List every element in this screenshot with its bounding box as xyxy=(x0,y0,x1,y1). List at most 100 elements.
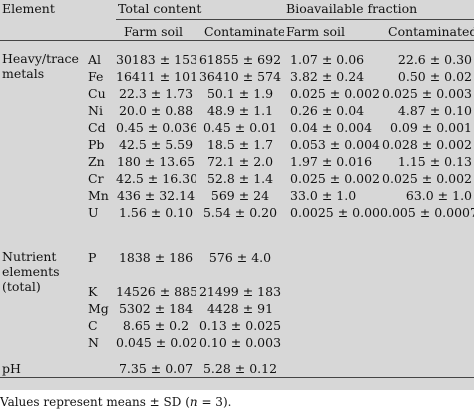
total-contaminated-header: Contaminated xyxy=(196,19,285,41)
total-farm-soil-value: 1.56 ± 0.10 xyxy=(118,204,194,220)
total-contaminated-value: 18.5 ± 1.7 xyxy=(206,136,274,152)
total-contaminated-value: 61855 ± 692 xyxy=(198,51,282,67)
group-label: Nutrient elements (total) xyxy=(2,248,60,294)
bio-contaminated-value: 0.025 ± 0.002 xyxy=(382,170,473,186)
table-row: N 0.045 ± 0.0210.10 ± 0.003 xyxy=(0,334,474,351)
element-symbol: Fe xyxy=(88,68,104,84)
table-row: pH 7.35 ± 0.07 5.28 ± 0.12 xyxy=(0,350,474,378)
total-contaminated-value: 576 ± 4.0 xyxy=(208,249,272,265)
group-label: Heavy/trace metals xyxy=(2,50,79,81)
total-farm-soil-value: 0.45 ± 0.036 xyxy=(116,119,196,135)
bio-contaminated-value: 0.09 ± 0.001 xyxy=(389,119,473,135)
bio-farm-soil-value: 0.26 ± 0.04 xyxy=(290,102,365,118)
element-symbol: Cu xyxy=(88,85,106,101)
total-farm-soil-value: 1838 ± 186 xyxy=(118,249,194,265)
table-row: Pb 42.5 ± 5.59 18.5 ± 1.7 0.053 ± 0.004 0.02… xyxy=(0,136,474,153)
element-symbol: Zn xyxy=(88,153,105,169)
bio-farm-soil-header: Farm soil xyxy=(284,19,381,41)
total-farm-soil-value: 8.65 ± 0.2 xyxy=(122,317,190,333)
bio-contaminated-value: 0.025 ± 0.003 xyxy=(382,85,473,101)
total-contaminated-value: 5.54 ± 0.20 xyxy=(202,204,278,220)
total-farm-soil-value: 16411 ± 1016 xyxy=(116,68,196,84)
bio-farm-soil-value: 0.025 ± 0.002 xyxy=(290,85,381,101)
bio-contaminated-value: 0.028 ± 0.002 xyxy=(382,136,473,152)
total-farm-soil-value: 42.5 ± 5.59 xyxy=(118,136,194,152)
footnote-prefix: Values represent means ± SD ( xyxy=(0,395,190,409)
table-row: Cu 22.3 ± 1.73 50.1 ± 1.9 0.025 ± 0.002 0.02… xyxy=(0,85,474,102)
total-farm-soil-value: 5302 ± 184 xyxy=(118,300,194,316)
table-row: K 14526 ± 885 21499 ± 183 xyxy=(0,266,474,300)
group-label: pH xyxy=(0,350,86,378)
total-contaminated-value: 0.13 ± 0.025 xyxy=(198,317,282,333)
bio-contaminated-value: 63.0 ± 1.0 xyxy=(405,187,473,203)
total-farm-soil-value: 180 ± 13.65 xyxy=(116,153,196,169)
table-row: Cd 0.45 ± 0.036 0.45 ± 0.01 0.04 ± 0.004 0.0… xyxy=(0,119,474,136)
bio-contaminated-value xyxy=(380,334,474,351)
bio-contaminated-value: 0.50 ± 0.02 xyxy=(397,68,473,84)
element-header: Element xyxy=(2,1,55,16)
total-contaminated-value: 0.45 ± 0.01 xyxy=(202,119,278,135)
bio-contaminated-value: 22.6 ± 0.30 xyxy=(397,51,473,67)
bio-farm-soil-value: 3.82 ± 0.24 xyxy=(290,68,365,84)
data-table-panel: Element Total content Bioavailable fract… xyxy=(0,0,474,390)
bio-contaminated-header: Contaminated xyxy=(380,19,474,41)
total-farm-soil-value: 0.045 ± 0.021 xyxy=(116,334,196,350)
bio-contaminated-value xyxy=(380,350,474,378)
element-symbol xyxy=(86,350,116,378)
bio-contaminated-value: 0.005 ± 0.0007 xyxy=(380,204,474,220)
bio-contaminated-value xyxy=(380,221,474,266)
element-symbol: C xyxy=(88,317,98,333)
footnote-n-symbol: n xyxy=(189,395,198,409)
bio-farm-soil-value: 0.053 ± 0.004 xyxy=(290,136,381,152)
bio-contaminated-value xyxy=(380,317,474,334)
element-symbol: Mg xyxy=(88,300,109,316)
bio-farm-soil-value: 0.025 ± 0.002 xyxy=(290,170,381,186)
total-contaminated-value: 4428 ± 91 xyxy=(206,300,274,316)
table-row: Ni 20.0 ± 0.88 48.9 ± 1.1 0.26 ± 0.04 4.87 ±… xyxy=(0,102,474,119)
element-symbol: N xyxy=(88,334,99,350)
bio-contaminated-value: 1.15 ± 0.13 xyxy=(397,153,473,169)
bio-farm-soil-value: 1.97 ± 0.016 xyxy=(290,153,373,169)
element-symbol: Ni xyxy=(88,102,103,118)
total-farm-soil-value: 14526 ± 885 xyxy=(116,283,196,299)
table-row: Zn 180 ± 13.65 72.1 ± 2.0 1.97 ± 0.016 1.15 … xyxy=(0,153,474,170)
total-farm-soil-value: 7.35 ± 0.07 xyxy=(116,350,196,378)
table-row: Cr 42.5 ± 16.30 52.8 ± 1.4 0.025 ± 0.002 0.0… xyxy=(0,170,474,187)
table-row: Mg 5302 ± 184 4428 ± 91 xyxy=(0,300,474,317)
bio-farm-soil-value xyxy=(284,221,380,266)
total-contaminated-value: 36410 ± 574 xyxy=(198,68,282,84)
total-contaminated-value: 21499 ± 183 xyxy=(198,283,282,299)
element-symbol: Al xyxy=(88,51,102,67)
bio-contaminated-value xyxy=(380,266,474,300)
bioavailable-header: Bioavailable fraction xyxy=(284,0,474,20)
element-symbol: Cd xyxy=(88,119,106,135)
total-contaminated-value: 72.1 ± 2.0 xyxy=(206,153,274,169)
total-contaminated-value: 48.9 ± 1.1 xyxy=(206,102,274,118)
total-farm-soil-header: Farm soil xyxy=(116,19,196,41)
total-contaminated-value: 52.8 ± 1.4 xyxy=(206,170,274,186)
total-farm-soil-value: 30183 ± 1539 xyxy=(116,51,196,67)
table-row: U 1.56 ± 0.10 5.54 ± 0.20 0.0025 ± 0.00040.… xyxy=(0,204,474,221)
bio-farm-soil-value: 1.07 ± 0.06 xyxy=(290,51,365,67)
total-contaminated-value: 5.28 ± 0.12 xyxy=(196,350,285,378)
total-contaminated-value: 50.1 ± 1.9 xyxy=(206,85,274,101)
total-content-header: Total content xyxy=(116,0,285,20)
total-farm-soil-value: 436 ± 32.14 xyxy=(116,187,196,203)
total-farm-soil-value: 20.0 ± 0.88 xyxy=(118,102,194,118)
bio-farm-soil-value xyxy=(284,317,380,334)
bio-farm-soil-value: 0.0025 ± 0.0004 xyxy=(290,204,381,220)
bio-contaminated-value: 4.87 ± 0.10 xyxy=(397,102,473,118)
total-farm-soil-value: 42.5 ± 16.30 xyxy=(116,170,196,186)
table-row: C 8.65 ± 0.2 0.13 ± 0.025 xyxy=(0,317,474,334)
element-symbol: P xyxy=(88,249,97,265)
bio-contaminated-value xyxy=(380,300,474,317)
total-contaminated-value: 0.10 ± 0.003 xyxy=(198,334,282,350)
header-row-1: Element Total content Bioavailable fract… xyxy=(0,0,474,20)
bio-farm-soil-value xyxy=(284,350,381,378)
bio-farm-soil-value xyxy=(284,334,380,351)
total-contaminated-value: 569 ± 24 xyxy=(210,187,270,203)
header-row-2: Farm soil Contaminated Farm soil Contami… xyxy=(0,19,474,41)
footnote-suffix: = 3). xyxy=(197,395,232,409)
element-symbol: Pb xyxy=(88,136,105,152)
element-symbol: U xyxy=(88,204,99,220)
